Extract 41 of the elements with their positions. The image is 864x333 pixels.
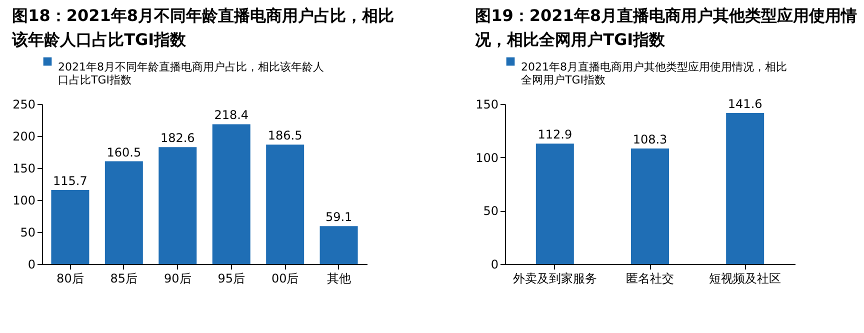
bar	[212, 124, 250, 264]
y-tick-label: 150	[12, 162, 36, 176]
y-tick-label: 0	[490, 258, 498, 272]
x-tick-label: 95后	[218, 272, 245, 286]
bar	[726, 112, 764, 264]
bar	[51, 190, 90, 264]
x-tick-label: 匿名社交	[626, 272, 674, 286]
chart-title: 图19：2021年8月直播电商用户其他类型应用使用情况，相比全网用户TGI指数	[475, 6, 858, 49]
bar	[631, 148, 669, 264]
y-tick-label: 100	[476, 150, 498, 165]
y-tick-label: 100	[12, 194, 36, 208]
legend-label: 2021年8月直播电商用户其他类型应用使用情况，相比全网用户TGI指数	[521, 60, 787, 86]
x-tick-label: 其他	[326, 272, 351, 286]
data-label: 160.5	[106, 145, 142, 160]
y-tick-label: 0	[28, 258, 36, 272]
x-tick-label: 短视频及社区	[709, 272, 782, 286]
chart-title: 图18：2021年8月不同年龄直播电商用户占比，相比该年龄人口占比TGI指数	[11, 6, 394, 49]
data-label: 186.5	[268, 128, 302, 143]
y-tick-label: 50	[483, 204, 498, 218]
bar	[266, 144, 304, 264]
data-label: 182.6	[160, 131, 195, 146]
y-tick-label: 50	[20, 226, 36, 240]
data-label: 108.3	[632, 132, 668, 146]
bar	[158, 147, 197, 264]
bar	[536, 144, 574, 264]
x-tick-label: 外卖及到家服务	[512, 272, 597, 286]
bar	[104, 161, 143, 264]
data-label: 141.6	[728, 96, 762, 111]
data-label: 218.4	[214, 108, 249, 122]
x-tick-label: 90后	[164, 272, 192, 286]
legend-label: 2021年8月不同年龄直播电商用户占比，相比该年龄人口占比TGI指数	[58, 60, 324, 86]
x-tick-label: 80后	[56, 272, 84, 286]
data-label: 115.7	[53, 174, 88, 188]
y-tick-label: 200	[12, 130, 36, 144]
bar	[320, 226, 358, 264]
data-label: 59.1	[325, 210, 352, 224]
y-tick-label: 150	[476, 98, 498, 112]
x-tick-label: 00后	[271, 272, 299, 286]
y-tick-label: 250	[12, 98, 36, 112]
x-tick-label: 85后	[110, 272, 138, 286]
data-label: 112.9	[538, 128, 572, 142]
